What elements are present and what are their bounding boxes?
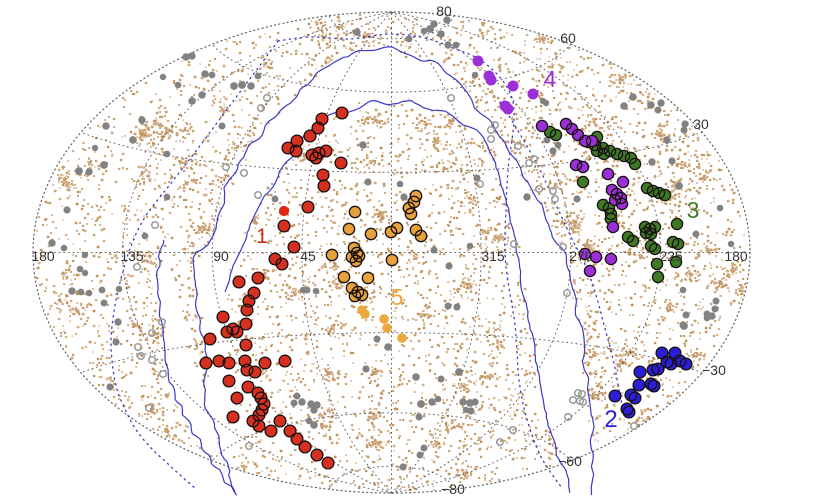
svg-text:315: 315: [481, 248, 505, 264]
svg-text:180: 180: [31, 248, 55, 264]
svg-text:4: 4: [544, 66, 557, 92]
svg-text:225: 225: [659, 248, 683, 264]
svg-text:30: 30: [693, 116, 709, 132]
svg-text:3: 3: [687, 197, 700, 223]
svg-text:45: 45: [300, 248, 316, 264]
svg-text:1: 1: [256, 225, 268, 248]
svg-text:2: 2: [604, 406, 617, 433]
svg-text:−30: −30: [702, 362, 726, 378]
svg-text:−60: −60: [558, 453, 582, 469]
svg-text:5: 5: [391, 284, 404, 310]
svg-text:135: 135: [120, 248, 144, 264]
svg-text:−80: −80: [441, 481, 465, 497]
svg-text:180: 180: [724, 248, 748, 264]
svg-text:270: 270: [569, 248, 593, 264]
svg-text:60: 60: [560, 30, 576, 46]
svg-text:80: 80: [436, 3, 452, 19]
svg-text:90: 90: [213, 248, 229, 264]
